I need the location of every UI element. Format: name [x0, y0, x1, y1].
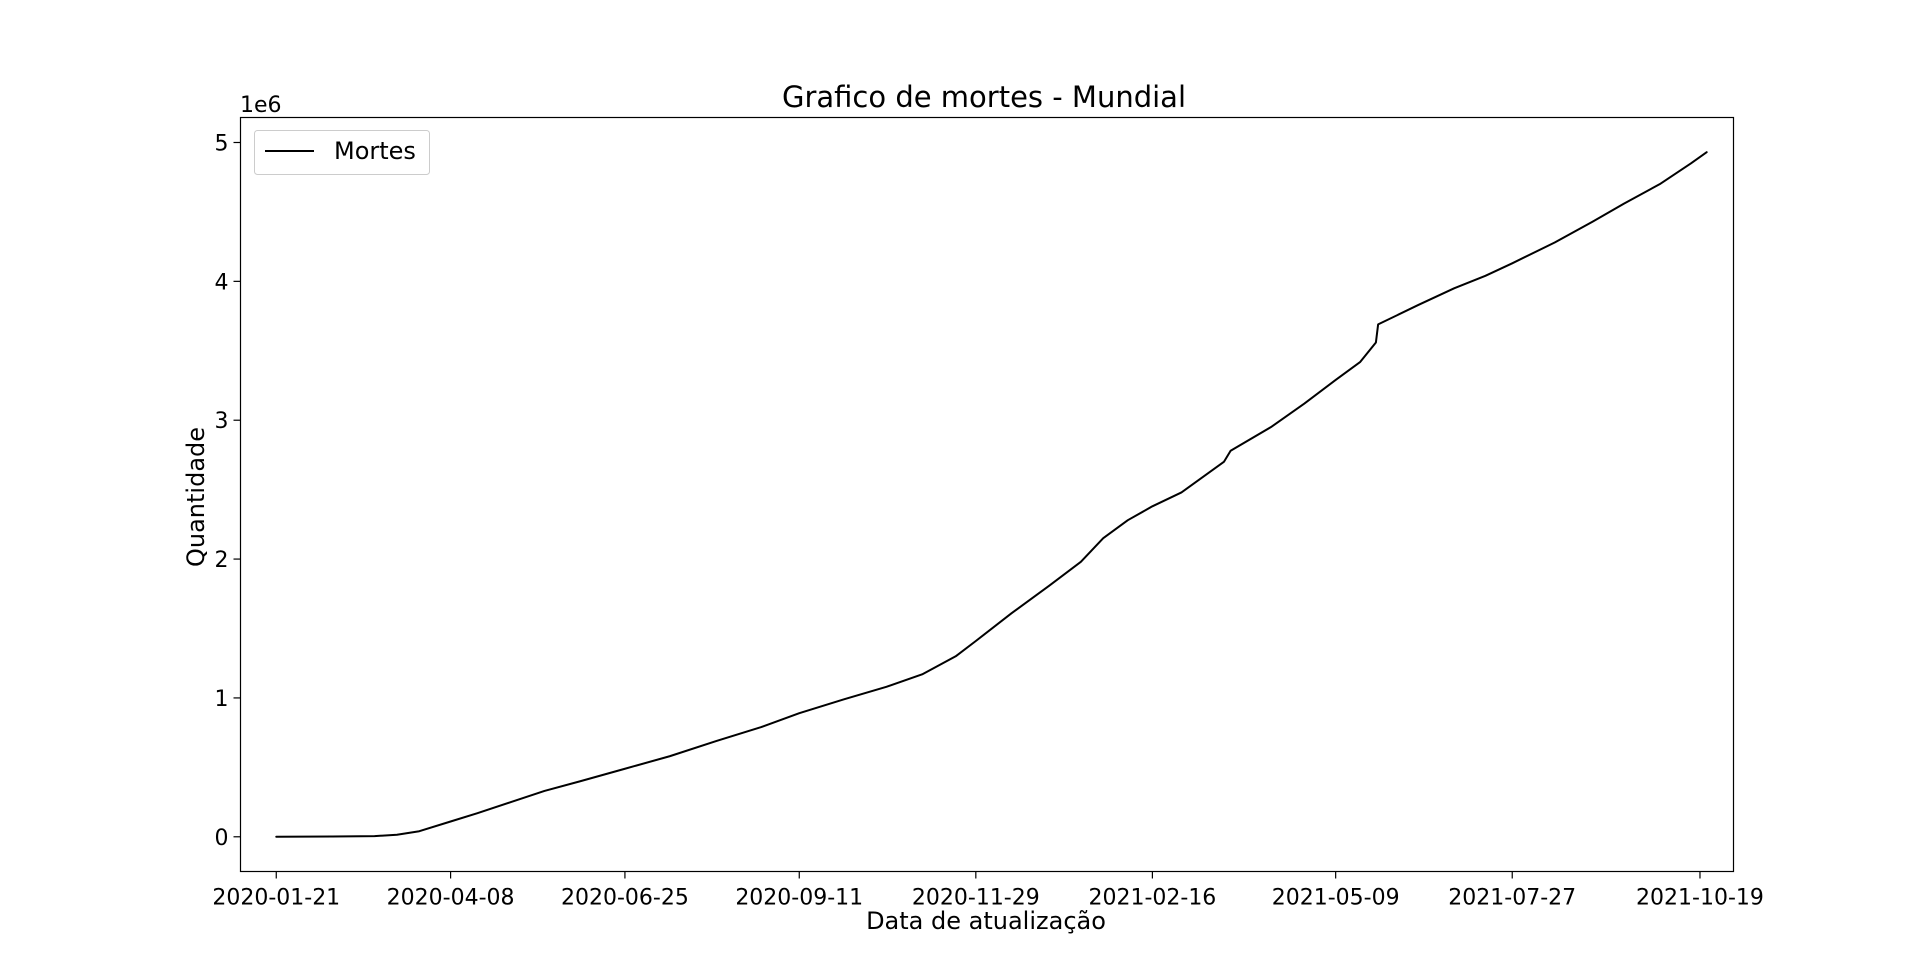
plot-area-frame: [239, 116, 1735, 873]
y-tick-label: 5: [215, 131, 229, 156]
x-tick-label: 2021-10-19: [1636, 886, 1764, 911]
x-tick-label: 2020-04-08: [387, 886, 515, 911]
legend-label-mortes: Mortes: [334, 137, 416, 165]
y-tick-label: 3: [215, 409, 229, 434]
y-axis-label: Quantidade: [182, 427, 210, 567]
x-axis: 2020-01-21 2020-04-08 2020-06-25 2020-09-11…: [212, 871, 1764, 911]
y-tick-label: 4: [215, 270, 229, 295]
x-tick-label: 2020-01-21: [212, 886, 340, 911]
y-tick-label: 2: [215, 548, 229, 573]
y-tick-label: 0: [215, 826, 229, 851]
x-tick-label: 2021-07-27: [1448, 886, 1576, 911]
y-tick-label: 1: [215, 687, 229, 712]
y-offset-label: 1e6: [240, 93, 282, 118]
x-tick-label: 2020-06-25: [561, 886, 689, 911]
chart-title: Grafico de mortes - Mundial: [782, 80, 1186, 114]
series-line-mortes: [275, 151, 1708, 838]
y-axis: 0 1 2 3 4 5: [215, 131, 241, 851]
x-tick-label: 2020-09-11: [735, 886, 863, 911]
x-tick-label: 2021-02-16: [1088, 886, 1216, 911]
legend: Mortes: [254, 130, 430, 175]
x-tick-label: 2021-05-09: [1272, 886, 1400, 911]
x-tick-label: 2020-11-29: [912, 886, 1040, 911]
plot-lines: [275, 151, 1708, 838]
x-axis-label: Data de atualização: [866, 907, 1106, 935]
legend-box: [254, 130, 430, 175]
